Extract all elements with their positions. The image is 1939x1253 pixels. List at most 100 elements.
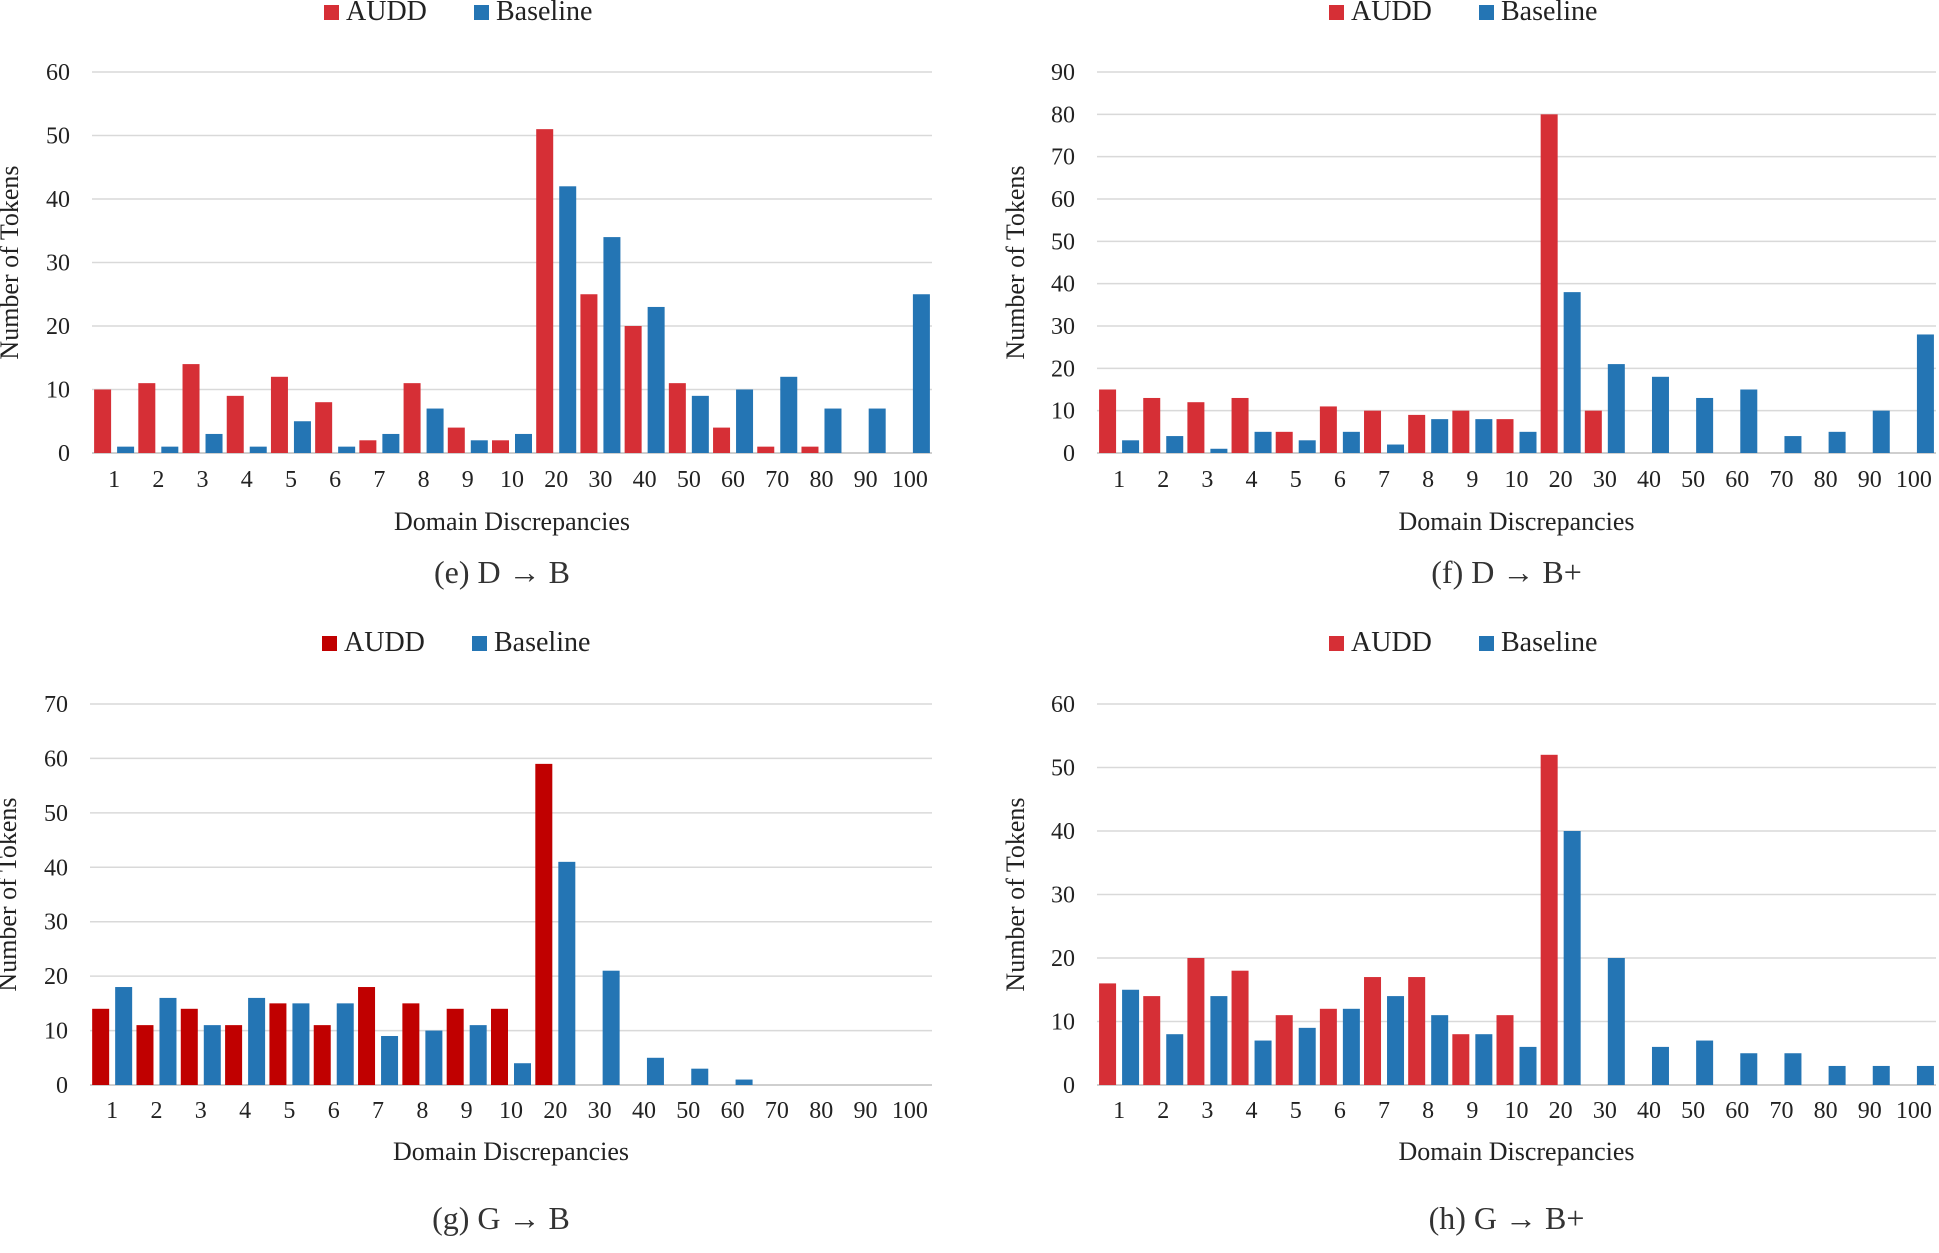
bar-baseline-20: [558, 861, 576, 1085]
x-tick-label: 70: [1769, 1098, 1793, 1124]
bar-baseline-4: [248, 997, 266, 1085]
chart-h: 0 10 20 30 40 50 60 1 2 3 4 5 6 7 8 9 10 20 30 40 50 60 70 80 90…: [1001, 627, 1936, 1236]
bar-audd-8: [1408, 414, 1426, 453]
bar-baseline-50: [1696, 1040, 1714, 1085]
x-tick-label: 90: [1858, 467, 1882, 493]
bar-audd-4: [225, 1025, 243, 1085]
bar-audd-7: [1364, 977, 1382, 1085]
bar-baseline-40: [647, 306, 665, 453]
y-tick-label: 50: [1051, 229, 1075, 255]
x-tick-label: 50: [676, 1098, 700, 1124]
chart-caption: (e) D → B: [434, 554, 570, 590]
x-tick-label: 10: [1505, 1098, 1529, 1124]
bar-audd-5: [269, 1003, 287, 1085]
bar-baseline-10: [1519, 1046, 1537, 1085]
bar-baseline-2: [1166, 1034, 1184, 1085]
x-tick-label: 7: [373, 467, 385, 493]
x-tick-label: 5: [285, 467, 297, 493]
y-tick-label: 70: [44, 692, 68, 718]
x-tick-label: 1: [1113, 1098, 1125, 1124]
bar-baseline-60: [1740, 389, 1758, 453]
bar-audd-2: [136, 1025, 154, 1085]
x-tick-label: 30: [1593, 467, 1617, 493]
x-tick-label: 2: [1157, 1098, 1169, 1124]
x-tick-label: 9: [1466, 467, 1478, 493]
x-tick-label: 100: [1896, 467, 1932, 493]
y-tick-label: 30: [1051, 883, 1075, 909]
bar-baseline-3: [205, 433, 223, 453]
x-tick-label: 1: [106, 1098, 118, 1124]
bar-audd-9: [1452, 410, 1470, 453]
bar-baseline-100: [912, 294, 930, 453]
bar-audd-4: [1231, 397, 1249, 453]
bar-audd-70: [757, 446, 775, 453]
bar-audd-5: [270, 376, 288, 453]
x-tick-label: 9: [462, 467, 474, 493]
x-tick-label: 70: [765, 1098, 789, 1124]
legend-swatch-baseline: [474, 5, 489, 20]
y-tick-label: 30: [46, 251, 70, 277]
bar-audd-8: [1408, 977, 1426, 1085]
bar-audd-30: [1584, 410, 1602, 453]
bar-baseline-60: [1740, 1053, 1758, 1085]
bar-baseline-6: [336, 1003, 354, 1085]
x-tick-label: 20: [543, 1098, 567, 1124]
bar-audd-6: [315, 402, 333, 453]
legend-swatch-audd: [324, 5, 339, 20]
y-tick-label: 10: [46, 378, 70, 404]
bar-baseline-9: [470, 440, 488, 453]
x-tick-label: 2: [1157, 467, 1169, 493]
bar-baseline-3: [1210, 448, 1228, 453]
y-tick-label: 40: [1051, 819, 1075, 845]
x-axis-title: Domain Discrepancies: [1398, 1137, 1634, 1166]
x-tick-label: 50: [677, 467, 701, 493]
y-tick-label: 20: [1051, 946, 1075, 972]
chart-caption: (g) G → B: [432, 1200, 570, 1236]
bar-audd-9: [1452, 1034, 1470, 1085]
x-tick-label: 8: [418, 467, 430, 493]
bar-audd-10: [491, 1008, 508, 1085]
bar-baseline-2: [1166, 436, 1184, 453]
bar-baseline-90: [1872, 1065, 1890, 1085]
bar-baseline-80: [1828, 1065, 1846, 1085]
bar-baseline-9: [1475, 1034, 1493, 1085]
bar-baseline-30: [603, 237, 621, 453]
bar-baseline-2: [161, 446, 179, 453]
bar-baseline-2: [159, 997, 177, 1085]
bar-baseline-8: [425, 1030, 443, 1085]
x-axis-title: Domain Discrepancies: [393, 1137, 629, 1166]
y-tick-label: 30: [1051, 314, 1075, 340]
legend-swatch-audd: [1329, 5, 1344, 20]
bar-audd-20: [535, 763, 553, 1085]
y-tick-label: 0: [56, 1073, 68, 1099]
x-tick-label: 1: [108, 467, 120, 493]
bar-audd-40: [624, 326, 642, 453]
chart-caption: (h) G → B+: [1429, 1200, 1585, 1236]
bar-baseline-70: [1784, 1053, 1802, 1085]
x-tick-label: 10: [500, 467, 524, 493]
x-tick-label: 10: [1505, 467, 1529, 493]
y-tick-label: 10: [1051, 399, 1075, 425]
bar-baseline-20: [559, 186, 577, 454]
legend-label-baseline: Baseline: [1501, 627, 1597, 658]
bar-baseline-10: [514, 1063, 531, 1085]
bar-audd-4: [226, 395, 244, 453]
x-axis-title: Domain Discrepancies: [1398, 507, 1634, 536]
bar-baseline-30: [1607, 958, 1625, 1085]
x-tick-label: 50: [1681, 1098, 1705, 1124]
y-tick-label: 30: [44, 910, 68, 936]
bar-baseline-40: [646, 1057, 664, 1085]
y-tick-label: 60: [46, 60, 70, 86]
x-tick-label: 100: [1896, 1098, 1932, 1124]
bar-baseline-4: [1254, 1040, 1272, 1085]
x-tick-label: 30: [1593, 1098, 1617, 1124]
y-tick-label: 90: [1051, 60, 1075, 86]
bar-baseline-90: [1872, 410, 1890, 453]
y-axis-title: Number of Tokens: [1001, 797, 1030, 991]
x-tick-label: 4: [1246, 1098, 1258, 1124]
bar-baseline-6: [1342, 1008, 1360, 1085]
bar-audd-7: [358, 987, 376, 1085]
bar-audd-10: [1496, 1015, 1514, 1085]
bar-baseline-4: [1254, 431, 1272, 453]
bar-baseline-3: [203, 1025, 221, 1085]
